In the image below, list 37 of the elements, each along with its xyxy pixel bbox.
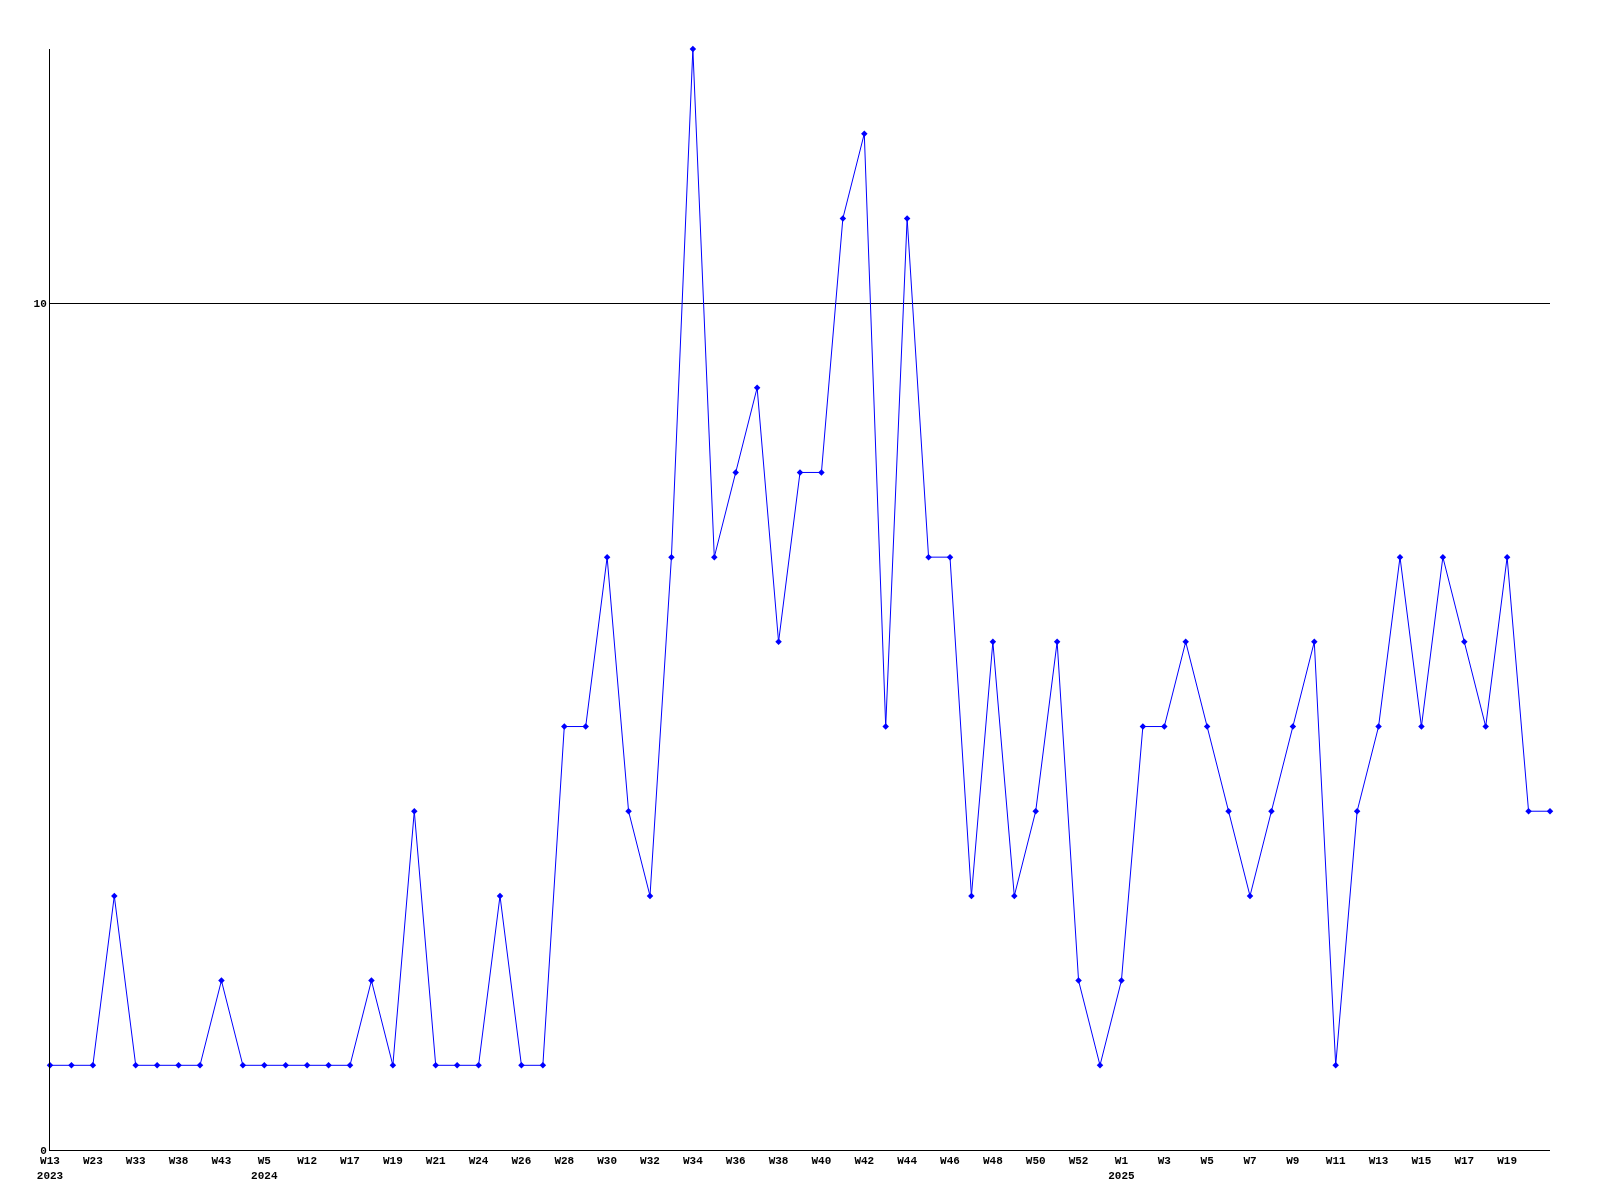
x-tick-label: W28 bbox=[554, 1155, 575, 1168]
y-tick-label: 10 bbox=[33, 297, 47, 310]
x-tick-label: W5 bbox=[1200, 1155, 1215, 1168]
x-tick-label: W17 bbox=[1454, 1155, 1475, 1168]
x-tick-label: W26 bbox=[511, 1155, 532, 1168]
x-tick-label: W52 bbox=[1068, 1155, 1089, 1168]
x-tick-label: W24 bbox=[468, 1155, 489, 1168]
x-tick-label: W12 bbox=[297, 1155, 318, 1168]
x-tick-label: W13 2023 bbox=[36, 1155, 64, 1182]
x-tick-label: W19 bbox=[1497, 1155, 1518, 1168]
x-tick-label: W11 bbox=[1325, 1155, 1347, 1168]
x-tick-label: W19 bbox=[382, 1155, 403, 1168]
x-tick-label: W32 bbox=[640, 1155, 660, 1168]
x-tick-label: W46 bbox=[940, 1155, 960, 1168]
x-tick-label: W30 bbox=[597, 1155, 618, 1168]
x-tick-label: W44 bbox=[897, 1155, 918, 1168]
x-tick-label: W40 bbox=[811, 1155, 832, 1168]
x-tick-label: W38 bbox=[168, 1155, 189, 1168]
x-tick-label: W1 2025 bbox=[1108, 1155, 1136, 1182]
x-tick-label: W15 bbox=[1411, 1155, 1432, 1168]
x-tick-label: W33 bbox=[125, 1155, 147, 1168]
x-tick-label: W7 bbox=[1243, 1155, 1257, 1168]
x-tick-label: W5 2024 bbox=[251, 1155, 278, 1182]
x-tick-label: W9 bbox=[1286, 1155, 1300, 1168]
x-tick-label: W36 bbox=[725, 1155, 746, 1168]
x-tick-label: W48 bbox=[982, 1155, 1004, 1168]
x-tick-label: W21 bbox=[425, 1155, 447, 1168]
x-tick-label: W3 bbox=[1157, 1155, 1172, 1168]
x-tick-label: W13 bbox=[1368, 1155, 1389, 1168]
x-tick-label: W17 bbox=[340, 1155, 360, 1168]
x-tick-label: W42 bbox=[854, 1155, 875, 1168]
x-tick-label: W50 bbox=[1025, 1155, 1046, 1168]
x-tick-label: W23 bbox=[82, 1155, 104, 1168]
y-tick-label: 0 bbox=[40, 1144, 47, 1157]
x-tick-label: W43 bbox=[211, 1155, 232, 1168]
x-tick-label: W34 bbox=[682, 1155, 704, 1168]
x-tick-label: W38 bbox=[768, 1155, 789, 1168]
